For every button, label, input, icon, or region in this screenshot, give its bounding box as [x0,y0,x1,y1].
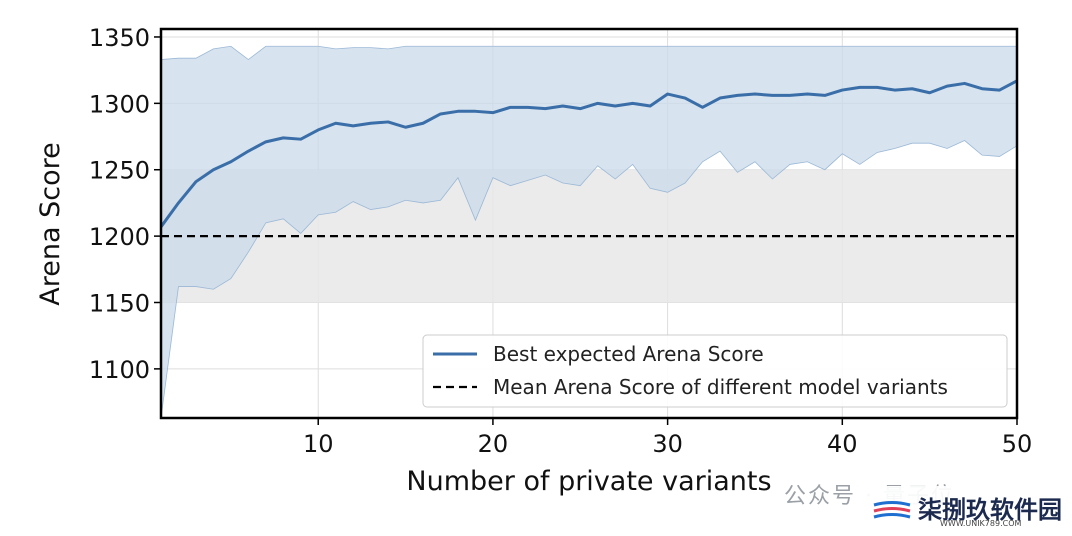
plot-frame [159,27,1019,420]
y-axis-label: Arena Score [35,142,66,305]
legend-box [422,334,1008,408]
y-tick-label: 1150 [89,289,150,317]
watermark-url: WWW.UNIK789.COM [940,519,1022,528]
legend-label-reference: Mean Arena Score of different model vari… [493,375,948,399]
watermark-brand: 柒捌玖软件园 [918,496,1062,524]
legend-label-series: Best expected Arena Score [493,342,764,366]
x-tick-label: 10 [303,430,334,458]
brand-logo-icon [873,501,911,519]
y-tick-label: 1250 [89,157,150,185]
y-tick-label: 1300 [89,90,150,118]
watermark-badge: 柒捌玖软件园 WWW.UNIK789.COM [866,486,1072,532]
x-tick-label: 50 [1002,430,1033,458]
series-line [161,79,1017,228]
confidence-band [161,45,1017,418]
x-tick-label: 20 [478,430,509,458]
plot-content [161,29,1017,418]
y-tick-label: 1100 [89,356,150,384]
x-tick-label: 40 [827,430,858,458]
x-tick-label: 30 [652,430,683,458]
legend: Best expected Arena Score Mean Arena Scor… [422,334,1008,408]
plot-area [161,29,1017,418]
x-axis-label: Number of private variants [406,466,771,497]
y-tick-label: 1200 [89,223,150,251]
axes: 10 20 30 40 50 1100 1150 1200 1250 1300 1350 [89,24,1032,458]
y-tick-label: 1350 [89,24,150,52]
